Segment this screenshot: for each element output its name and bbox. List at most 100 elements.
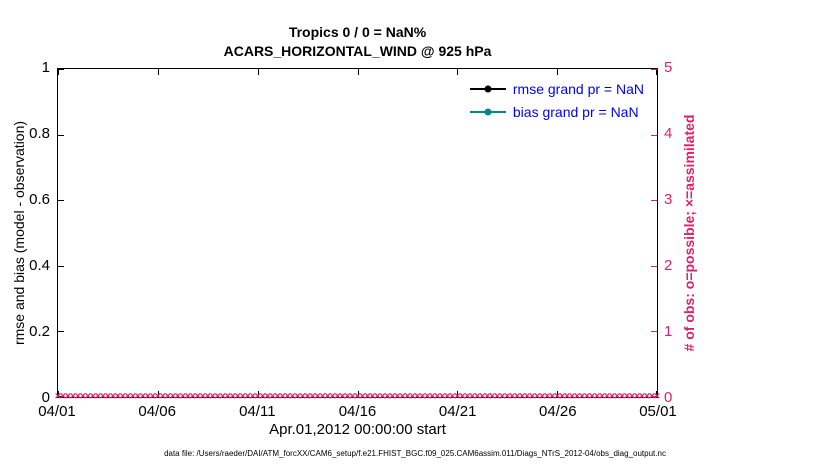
obs-assimilated-marker: ×	[169, 390, 177, 403]
obs-assimilated-marker: ×	[404, 390, 411, 403]
obs-assimilated-marker: ×	[84, 390, 92, 403]
y-right-tick-label: 5	[664, 59, 673, 76]
x-tick-mark	[557, 391, 558, 397]
x-tick-mark	[158, 391, 159, 397]
x-tick-label: 04/01	[38, 403, 76, 420]
y-left-tick-label: 0.2	[29, 323, 50, 340]
obs-assimilated-marker: ×	[89, 390, 97, 403]
obs-assimilated-marker: ×	[434, 390, 441, 403]
obs-assimilated-marker: ×	[638, 390, 646, 403]
data-file-caption: data file: /Users/raeder/DAI/ATM_forcXX/…	[164, 449, 666, 458]
obs-assimilated-marker: ×	[319, 390, 326, 403]
x-tick-label: 04/06	[138, 403, 176, 420]
y-right-tick-mark	[651, 331, 657, 332]
legend-label: bias grand pr = NaN	[512, 104, 639, 120]
y-left-tick-mark	[58, 69, 64, 70]
obs-assimilated-marker: ×	[643, 390, 651, 403]
obs-assimilated-marker: ×	[578, 390, 586, 403]
obs-assimilated-marker: ×	[164, 390, 172, 403]
y-right-tick-mark	[651, 135, 657, 136]
obs-assimilated-marker: ×	[274, 390, 281, 403]
obs-assimilated-marker: ×	[269, 390, 276, 403]
obs-assimilated-marker: ×	[379, 390, 386, 403]
obs-assimilated-marker: ×	[509, 390, 516, 403]
obs-assimilated-marker: ×	[454, 390, 461, 403]
obs-assimilated-marker: ×	[528, 390, 536, 403]
x-tick-mark	[457, 69, 458, 75]
obs-assimilated-marker: ×	[583, 390, 591, 403]
x-tick-mark	[258, 391, 259, 397]
y-right-tick-mark	[651, 69, 657, 70]
obs-assimilated-marker: ×	[124, 390, 132, 403]
y-left-tick-mark	[58, 331, 64, 332]
y-left-tick-label: 0.8	[29, 125, 50, 142]
obs-assimilated-marker: ×	[214, 390, 221, 403]
x-tick-mark	[457, 391, 458, 397]
legend-line	[469, 85, 506, 93]
obs-assimilated-marker: ×	[149, 390, 157, 403]
right-axis-label: # of obs: o=possible; ×=assimilated	[681, 114, 697, 352]
legend-item: rmse grand pr = NaN	[469, 79, 644, 99]
obs-assimilated-marker: ×	[329, 390, 336, 403]
obs-assimilated-marker: ×	[563, 390, 571, 403]
obs-assimilated-marker: ×	[399, 390, 406, 403]
obs-assimilated-marker: ×	[199, 390, 206, 403]
obs-assimilated-marker: ×	[144, 390, 152, 403]
obs-assimilated-marker: ×	[653, 390, 661, 403]
obs-assimilated-marker: ×	[189, 390, 196, 403]
obs-assimilated-marker: ×	[519, 390, 526, 403]
obs-assimilated-marker: ×	[429, 390, 436, 403]
obs-assimilated-marker: ×	[514, 390, 521, 403]
obs-assimilated-marker: ×	[64, 390, 72, 403]
x-tick-mark	[358, 391, 359, 397]
obs-assimilated-marker: ×	[484, 390, 491, 403]
x-tick-label: 04/11	[239, 403, 276, 420]
obs-assimilated-marker: ×	[254, 390, 261, 403]
obs-assimilated-marker: ×	[593, 390, 601, 403]
x-tick-mark	[158, 69, 159, 75]
y-left-tick-mark	[58, 135, 64, 136]
obs-assimilated-marker: ×	[474, 390, 481, 403]
x-tick-mark	[358, 69, 359, 75]
obs-assimilated-marker: ×	[54, 390, 62, 403]
obs-assimilated-marker: ×	[279, 390, 286, 403]
y-right-tick-label: 1	[664, 323, 673, 340]
y-right-tick-mark	[651, 396, 657, 397]
x-tick-mark	[656, 69, 657, 75]
legend-marker	[484, 85, 492, 93]
obs-assimilated-marker: ×	[119, 390, 127, 403]
chart-title: Tropics 0 / 0 = NaN%	[288, 24, 427, 40]
obs-assimilated-marker: ×	[159, 390, 167, 403]
obs-assimilated-marker: ×	[94, 390, 102, 403]
obs-assimilated-marker: ×	[74, 390, 82, 403]
obs-assimilated-marker: ×	[573, 390, 581, 403]
obs-assimilated-marker: ×	[349, 390, 356, 403]
obs-assimilated-marker: ×	[314, 390, 321, 403]
obs-assimilated-marker: ×	[543, 390, 551, 403]
obs-assimilated-marker: ×	[259, 390, 266, 403]
x-tick-mark	[656, 391, 657, 397]
y-left-tick-mark	[58, 266, 64, 267]
obs-assimilated-marker: ×	[69, 390, 77, 403]
obs-assimilated-marker: ×	[239, 390, 246, 403]
obs-assimilated-marker: ×	[154, 390, 162, 403]
x-tick-label: 05/01	[639, 403, 677, 420]
obs-assimilated-marker: ×	[444, 390, 451, 403]
obs-assimilated-marker: ×	[608, 390, 616, 403]
obs-assimilated-marker: ×	[499, 390, 506, 403]
legend-line	[469, 108, 506, 116]
y-left-tick-label: 0.4	[29, 257, 50, 274]
y-left-tick-label: 0.6	[29, 191, 50, 208]
obs-assimilated-marker: ×	[284, 390, 291, 403]
obs-assimilated-marker: ×	[533, 390, 541, 403]
plot-area: rmse grand pr = NaN bias grand pr = NaN ×…	[55, 68, 660, 402]
obs-assimilated-marker: ×	[324, 390, 331, 403]
obs-assimilated-marker: ×	[264, 390, 271, 403]
obs-assimilated-marker: ×	[538, 390, 546, 403]
obs-assimilated-marker: ×	[409, 390, 416, 403]
chart-subtitle: ACARS_HORIZONTAL_WIND @ 925 hPa	[223, 43, 492, 59]
legend-item: bias grand pr = NaN	[469, 102, 644, 122]
obs-assimilated-marker: ×	[229, 390, 236, 403]
y-right-tick-label: 2	[664, 257, 673, 274]
